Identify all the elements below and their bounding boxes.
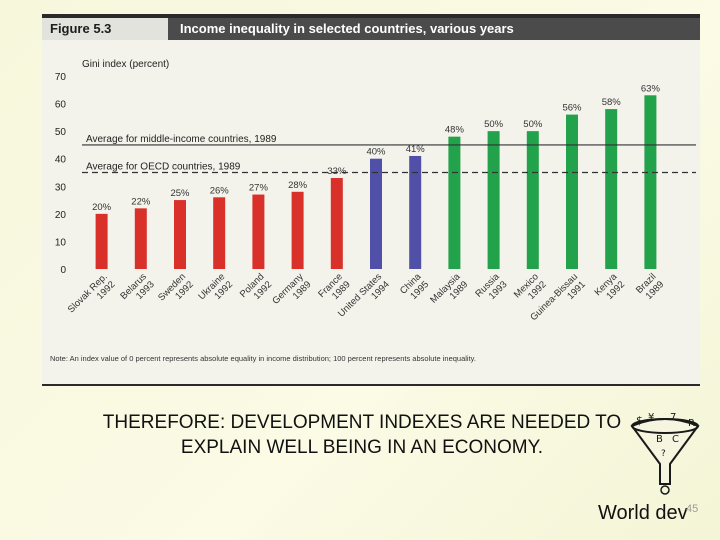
bar	[409, 155, 422, 269]
bar-value-label: 33%	[327, 166, 347, 177]
y-tick-label: 50	[55, 127, 67, 138]
svg-text:B: B	[656, 434, 663, 445]
page-number: 45	[686, 503, 699, 515]
x-tick-label: Kenya1992	[592, 271, 627, 306]
x-tick-label: Russia1993	[473, 271, 510, 308]
bar	[526, 131, 539, 269]
y-tick-label: 10	[55, 237, 67, 248]
funnel-logo-icon: $ ¥ 7 R B C ?	[630, 412, 700, 495]
bar-value-label: 26%	[210, 185, 230, 196]
svg-text:Belarus1993: Belarus1993	[118, 271, 157, 310]
svg-text:Kenya1992: Kenya1992	[592, 271, 627, 306]
figure-header: Figure 5.3 Income inequality in selected…	[42, 14, 700, 40]
svg-text:$: $	[636, 414, 643, 427]
bar	[644, 95, 657, 269]
x-tick-label: Poland1992	[238, 271, 274, 307]
svg-text:Russia1993: Russia1993	[473, 271, 510, 308]
figure-label: Figure 5.3	[42, 18, 168, 40]
bar-value-label: 22%	[131, 196, 151, 207]
bar-value-label: 48%	[445, 125, 465, 136]
x-tick-label: Belarus1993	[118, 271, 157, 310]
svg-text:¥: ¥	[648, 412, 654, 423]
y-axis-label: Gini index (percent)	[82, 59, 169, 70]
y-tick-label: 0	[60, 265, 66, 276]
gini-bar-chart: Gini index (percent) 0 10 20 30 40 50 60 70 20% Sl…	[55, 59, 696, 323]
y-tick-label: 70	[55, 72, 67, 83]
bar	[566, 114, 578, 269]
figure-note: Note: An index value of 0 percent repres…	[50, 354, 476, 363]
y-tick-label: 60	[55, 100, 67, 111]
svg-text:Slovak Rep.1992: Slovak Rep.1992	[66, 271, 118, 323]
bar	[487, 131, 500, 269]
x-tick-label: Sweden1992	[156, 271, 196, 311]
reference-line-label: Average for middle-income countries, 198…	[86, 134, 277, 145]
slide-caption: THEREFORE: DEVELOPMENT INDEXES ARE NEEDE…	[102, 412, 622, 458]
bar	[213, 197, 226, 269]
bar	[330, 178, 343, 269]
bar	[134, 208, 147, 269]
figure-panel: Figure 5.3 Income inequality in selected…	[42, 14, 700, 386]
x-tick-label: Germany1989	[270, 271, 313, 314]
bar	[448, 136, 461, 269]
bar-value-label: 25%	[170, 188, 190, 199]
svg-text:Malaysia1989: Malaysia1989	[428, 271, 471, 314]
svg-text:Germany1989: Germany1989	[270, 271, 313, 314]
y-tick-label: 30	[55, 182, 67, 193]
bar-value-label: 50%	[523, 119, 543, 130]
bar	[370, 158, 382, 269]
bar	[174, 200, 186, 269]
bar-value-label: 63%	[641, 83, 661, 94]
reference-line-label: Average for OECD countries, 1989	[86, 162, 241, 173]
footer-text: World dev	[598, 502, 688, 524]
y-tick-label: 40	[55, 155, 67, 166]
bar-value-label: 27%	[249, 183, 269, 194]
bar	[605, 109, 618, 269]
bar-value-label: 40%	[366, 147, 386, 158]
x-tick-label: Brazil1989	[634, 271, 666, 303]
bar	[252, 194, 265, 269]
bar	[95, 213, 108, 269]
svg-text:Brazil1989: Brazil1989	[634, 271, 666, 303]
bar	[291, 191, 304, 269]
svg-text:?: ?	[661, 449, 666, 459]
svg-text:R: R	[688, 418, 695, 429]
svg-text:7: 7	[670, 412, 676, 423]
bar-value-label: 28%	[288, 180, 308, 191]
bar-value-label: 20%	[92, 202, 112, 213]
bar-value-label: 56%	[562, 103, 582, 114]
y-tick-label: 20	[55, 210, 67, 221]
bar-value-label: 41%	[406, 144, 426, 155]
figure-title: Income inequality in selected countries,…	[180, 21, 514, 36]
svg-text:C: C	[672, 434, 679, 445]
x-tick-label: Slovak Rep.1992	[66, 271, 118, 323]
x-tick-label: China1995	[398, 271, 432, 305]
svg-text:China1995: China1995	[398, 271, 432, 305]
svg-text:Ukraine1992: Ukraine1992	[196, 271, 235, 310]
svg-text:Sweden1992: Sweden1992	[156, 271, 196, 311]
bar-value-label: 50%	[484, 119, 504, 130]
x-tick-label: Malaysia1989	[428, 271, 471, 314]
x-tick-label: Ukraine1992	[196, 271, 235, 310]
svg-text:Poland1992: Poland1992	[238, 271, 274, 307]
bar-value-label: 58%	[602, 97, 622, 108]
